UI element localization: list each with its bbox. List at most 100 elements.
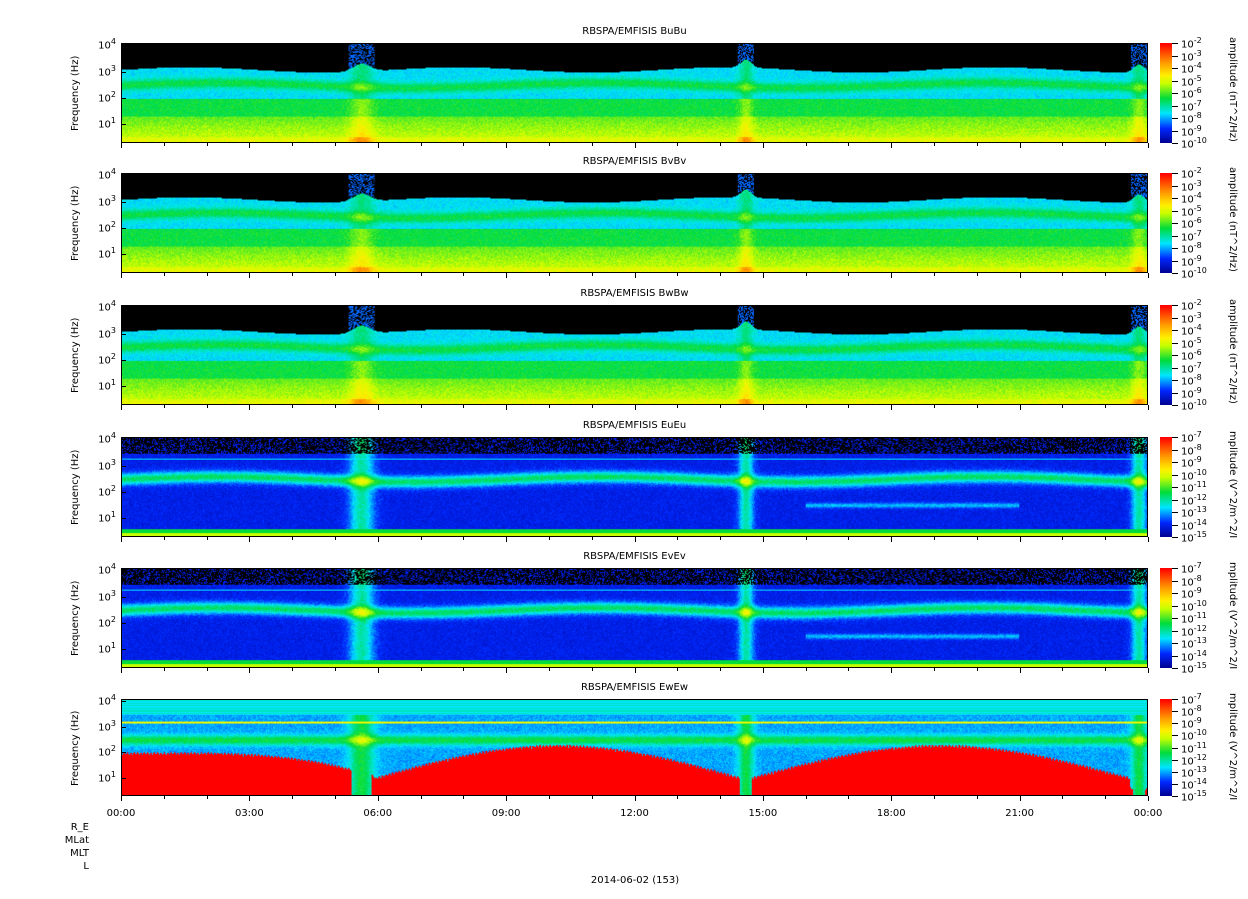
colorbar-tick-label: 10-5 xyxy=(1181,73,1202,88)
x-tick-mark xyxy=(463,273,465,276)
x-tick-mark xyxy=(206,668,208,671)
colorbar-tick xyxy=(1172,330,1178,331)
x-tick-mark xyxy=(249,537,251,542)
x-tick-mark xyxy=(634,796,636,801)
x-tick-mark xyxy=(249,796,251,801)
colorbar-tick xyxy=(1172,392,1178,394)
ephemeris-label: R_E xyxy=(70,822,89,833)
colorbar-tick-label: 10-14 xyxy=(1181,648,1207,663)
colorbar-exponent: -8 xyxy=(1193,704,1202,714)
x-tick-mark xyxy=(934,796,936,799)
y-tick-mark xyxy=(121,124,126,126)
colorbar-exponent: -13 xyxy=(1193,636,1207,645)
colorbar-tick-label: 10-8 xyxy=(1181,573,1202,588)
colorbar-tick xyxy=(1172,80,1178,82)
colorbar-tick xyxy=(1172,355,1178,356)
x-tick-mark xyxy=(163,273,165,276)
x-tick-mark xyxy=(334,405,336,408)
colorbar-tick xyxy=(1172,643,1178,644)
colorbar-tick-label: 10-10 xyxy=(1181,266,1207,281)
colorbar-tick xyxy=(1172,273,1178,274)
y-tick-exponent: 4 xyxy=(110,431,116,441)
x-tick-mark xyxy=(1062,405,1064,408)
colorbar-exponent: -2 xyxy=(1193,166,1202,175)
y-tick-mark xyxy=(121,726,126,728)
colorbar-tick-label: 10-4 xyxy=(1181,323,1202,338)
x-tick-mark xyxy=(934,668,936,671)
colorbar-exponent: -10 xyxy=(1193,467,1207,477)
colorbar-exponent: -14 xyxy=(1193,648,1207,658)
x-tick-mark xyxy=(1148,273,1149,278)
colorbar-exponent: -14 xyxy=(1193,776,1207,786)
y-axis-label: Frequency (Hz) xyxy=(70,580,81,656)
y-tick-mark xyxy=(121,386,126,388)
y-tick-exponent: 2 xyxy=(110,90,116,100)
colorbar-label: amplitude (nT^2/Hz) xyxy=(1227,37,1238,142)
x-tick-label: 00:00 xyxy=(106,808,136,819)
colorbar-tick-label: 10-13 xyxy=(1181,764,1207,780)
colorbar-tick xyxy=(1172,317,1178,319)
y-tick-label: 102 xyxy=(98,352,116,367)
x-tick-mark xyxy=(506,143,508,148)
colorbar-exponent: -7 xyxy=(1193,692,1202,701)
x-tick-mark xyxy=(292,143,294,146)
colorbar-tick-label: 10-12 xyxy=(1181,492,1207,507)
colorbar-tick-label: 10-15 xyxy=(1181,530,1207,545)
spectrogram-1 xyxy=(121,173,1148,273)
colorbar-tick xyxy=(1172,342,1178,344)
colorbar-tick xyxy=(1172,449,1178,451)
x-tick-mark xyxy=(292,405,294,408)
colorbar-exponent: -3 xyxy=(1193,310,1202,320)
x-tick-mark xyxy=(1105,143,1107,146)
y-tick-mark xyxy=(121,649,126,651)
x-tick-mark xyxy=(848,143,850,146)
colorbar-tick xyxy=(1172,462,1178,463)
colorbar-label: mplitude (V^2/m^2/I xyxy=(1227,562,1238,670)
colorbar-label: mplitude (V^2/m^2/I xyxy=(1227,431,1238,539)
y-axis-label: Frequency (Hz) xyxy=(70,185,81,261)
x-tick-mark xyxy=(848,405,850,408)
x-tick-mark xyxy=(634,273,636,278)
colorbar-exponent: -12 xyxy=(1193,492,1207,502)
y-tick-label: 101 xyxy=(98,378,116,393)
colorbar-exponent: -8 xyxy=(1193,241,1202,250)
x-tick-mark xyxy=(805,273,807,276)
x-tick-mark xyxy=(463,668,465,671)
x-tick-mark xyxy=(249,143,251,148)
x-tick-mark xyxy=(463,796,465,799)
colorbar-0 xyxy=(1160,43,1172,143)
colorbar-tick-label: 10-8 xyxy=(1181,241,1202,256)
x-tick-label: 15:00 xyxy=(748,808,778,819)
colorbar-tick-label: 10-10 xyxy=(1181,136,1207,151)
colorbar-exponent: -11 xyxy=(1193,611,1207,620)
x-tick-mark xyxy=(548,405,550,408)
colorbar-tick-label: 10-7 xyxy=(1181,98,1202,113)
colorbar-exponent: -5 xyxy=(1193,335,1202,345)
colorbar-tick xyxy=(1172,771,1178,773)
y-tick-exponent: 2 xyxy=(110,484,116,494)
x-tick-mark xyxy=(1105,537,1107,540)
colorbar-exponent: -5 xyxy=(1193,73,1202,83)
y-tick-mark xyxy=(121,465,126,467)
x-tick-mark xyxy=(1062,668,1064,671)
y-tick-mark xyxy=(121,254,126,256)
x-tick-label: 09:00 xyxy=(491,808,521,819)
colorbar-tick xyxy=(1172,367,1178,369)
x-tick-label: 21:00 xyxy=(1005,808,1035,819)
x-tick-mark xyxy=(677,143,679,146)
x-tick-mark xyxy=(762,796,764,801)
colorbar-tick-label: 10-7 xyxy=(1181,430,1202,445)
y-tick-label: 101 xyxy=(98,641,116,656)
y-tick-exponent: 4 xyxy=(110,167,116,177)
colorbar-exponent: -8 xyxy=(1193,442,1202,452)
y-tick-label: 104 xyxy=(98,693,116,708)
colorbar-5 xyxy=(1160,699,1172,796)
x-tick-label: 00:00 xyxy=(1133,808,1163,819)
x-tick-mark xyxy=(891,273,893,278)
y-tick-exponent: 2 xyxy=(110,615,116,625)
x-tick-mark xyxy=(591,143,593,146)
y-tick-exponent: 3 xyxy=(110,718,116,728)
panel-title: RBSPA/EMFISIS EvEv xyxy=(583,551,686,562)
y-tick-mark xyxy=(121,439,126,441)
colorbar-tick-label: 10-3 xyxy=(1181,178,1202,193)
